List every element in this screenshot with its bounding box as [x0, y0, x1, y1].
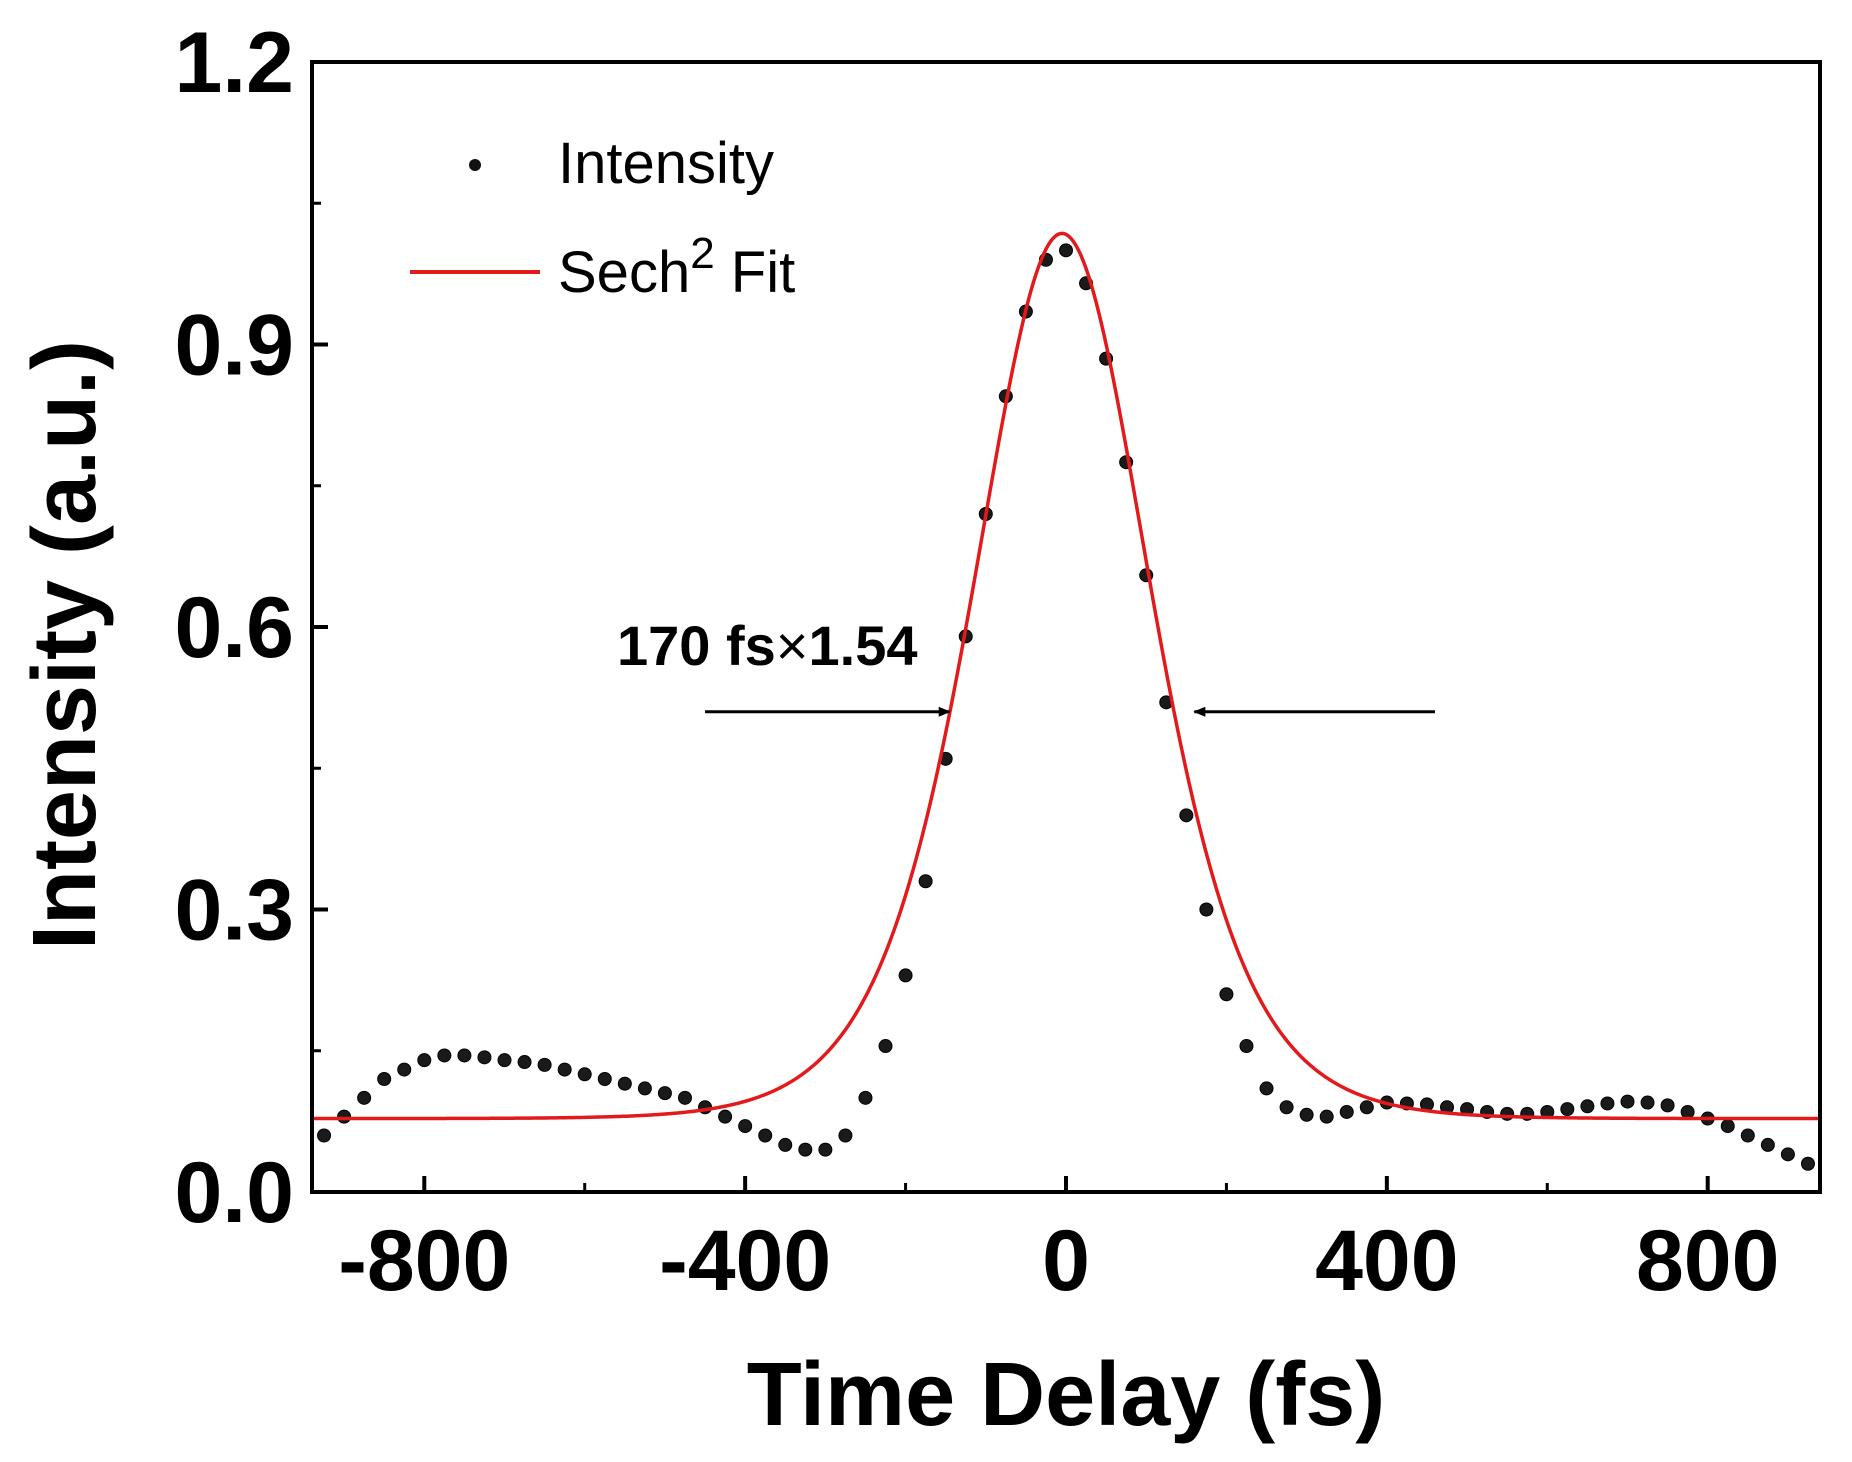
intensity-point [557, 1062, 572, 1077]
fwhm-text-prefix: 170 fs [617, 614, 776, 677]
legend: Intensity Sech2 Fit [410, 131, 795, 305]
intensity-point [1600, 1096, 1615, 1111]
intensity-point [1740, 1128, 1755, 1143]
intensity-point [1199, 902, 1214, 917]
intensity-point [677, 1090, 692, 1105]
intensity-point [918, 874, 933, 889]
fwhm-annotation: 170 fs×1.54 [617, 614, 1435, 717]
legend-fit-label: Sech2 Fit [558, 229, 795, 305]
y-tick-label: 1.2 [174, 15, 294, 111]
legend-intensity-marker [469, 159, 481, 171]
intensity-point [1359, 1100, 1374, 1115]
intensity-point [1560, 1102, 1575, 1117]
intensity-point [337, 1109, 352, 1124]
x-tick-label: 400 [1315, 1213, 1459, 1309]
intensity-point [577, 1067, 592, 1082]
intensity-point [738, 1119, 753, 1134]
y-tick-label: 0.3 [174, 863, 294, 959]
x-axis-title: Time Delay (fs) [747, 1345, 1386, 1445]
intensity-point [798, 1142, 813, 1157]
x-tick-label: -800 [338, 1213, 510, 1309]
legend-fit-label-base: Sech [558, 240, 690, 305]
intensity-point [838, 1128, 853, 1143]
fwhm-annotation-text: 170 fs×1.54 [617, 614, 918, 677]
legend-fit-label-suffix: Fit [715, 240, 796, 305]
intensity-point [1259, 1081, 1274, 1096]
intensity-point [1720, 1119, 1735, 1134]
intensity-point [1580, 1099, 1595, 1114]
intensity-point [537, 1057, 552, 1072]
intensity-point [1800, 1156, 1815, 1171]
x-tick-label: -400 [659, 1213, 831, 1309]
intensity-point [1640, 1095, 1655, 1110]
y-axis: 0.0 0.3 0.6 0.9 1.2 [174, 15, 328, 1241]
fit-curve [312, 231, 1820, 1121]
intensity-point [317, 1128, 332, 1143]
intensity-point [1239, 1039, 1254, 1054]
intensity-point [377, 1072, 392, 1086]
intensity-point [758, 1128, 773, 1143]
intensity-point [858, 1090, 873, 1105]
intensity-point [1620, 1094, 1635, 1109]
x-tick-label: 800 [1636, 1213, 1780, 1309]
intensity-point [1059, 243, 1073, 258]
intensity-point [437, 1048, 452, 1063]
intensity-point [417, 1053, 432, 1068]
intensity-point [718, 1109, 733, 1124]
legend-intensity-label: Intensity [558, 131, 774, 196]
intensity-point [1680, 1104, 1695, 1119]
intensity-point [497, 1053, 512, 1068]
y-tick-label: 0.6 [174, 580, 294, 676]
plot-frame [310, 60, 1822, 1194]
intensity-point [597, 1072, 612, 1086]
intensity-point [397, 1062, 412, 1077]
intensity-point [1319, 1109, 1334, 1124]
intensity-point [818, 1142, 833, 1157]
intensity-point [1179, 808, 1194, 823]
intensity-point [1219, 987, 1234, 1002]
intensity-point [1780, 1147, 1795, 1162]
legend-fit-label-superscript: 2 [690, 229, 714, 278]
intensity-point [1299, 1107, 1314, 1122]
y-tick-label: 0.0 [174, 1145, 294, 1241]
y-tick-label: 0.9 [174, 298, 294, 394]
intensity-point [457, 1048, 472, 1063]
fwhm-text-suffix: 1.54 [809, 614, 918, 677]
intensity-point [1660, 1098, 1675, 1113]
plot-area [312, 231, 1820, 1171]
intensity-point [778, 1137, 793, 1152]
intensity-point [477, 1050, 492, 1065]
intensity-point [517, 1055, 532, 1070]
intensity-point [1279, 1100, 1294, 1115]
intensity-point [637, 1081, 652, 1096]
fwhm-text-times: × [776, 614, 809, 677]
intensity-point [1760, 1137, 1775, 1152]
intensity-point [898, 968, 913, 983]
intensity-point [357, 1090, 372, 1105]
intensity-point [617, 1076, 632, 1091]
intensity-point [657, 1086, 672, 1101]
x-axis: -800 -400 0 400 800 [338, 1176, 1779, 1309]
intensity-point [1339, 1104, 1354, 1119]
x-tick-label: 0 [1042, 1213, 1090, 1309]
intensity-point [878, 1039, 893, 1054]
y-axis-title: Intensity (a.u.) [15, 340, 115, 950]
